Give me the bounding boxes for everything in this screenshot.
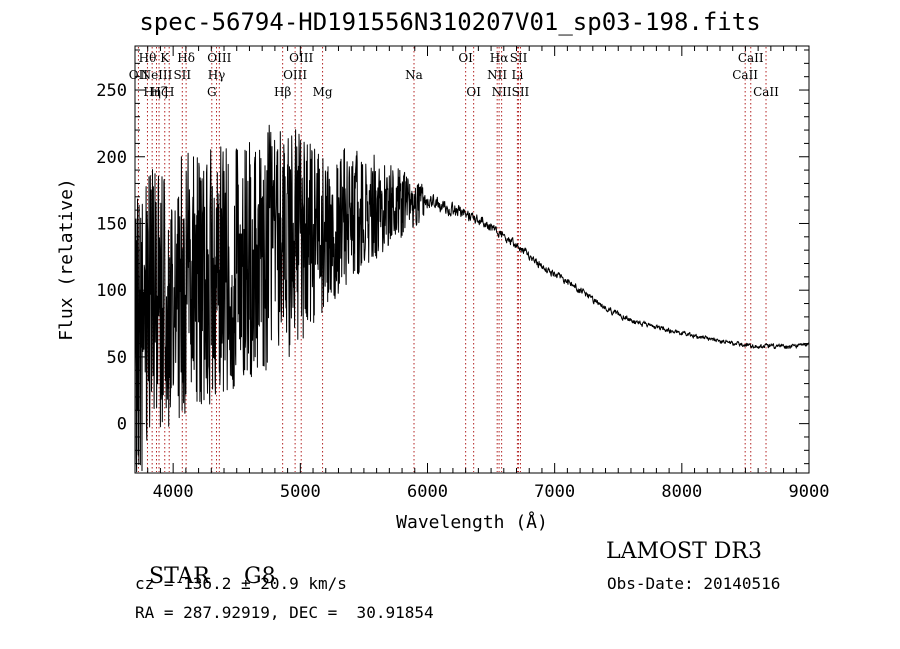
chart-title: spec-56794-HD191556N310207V01_sp03-198.f… bbox=[139, 8, 761, 36]
emission-line-label: CaII bbox=[753, 85, 779, 99]
y-tick-label: 200 bbox=[96, 148, 127, 168]
x-axis-label: Wavelength (Å) bbox=[396, 511, 548, 533]
x-tick-label: 8000 bbox=[661, 482, 702, 502]
emission-line-labels: OII Hθ Hη NeIII Hζ K H SII Hδ G Hγ OIII Hβ OIII OIII Mg… bbox=[129, 51, 779, 99]
emission-line-label: Hδ bbox=[177, 51, 195, 65]
x-tick-label: 4000 bbox=[153, 482, 194, 502]
coordinates-line: RA = 287.92919, DEC = 30.91854 bbox=[135, 603, 434, 622]
object-subclass: G8 bbox=[244, 564, 276, 589]
emission-line-label: SII bbox=[173, 68, 191, 82]
x-tick-label: 6000 bbox=[407, 482, 448, 502]
emission-line-label: OIII bbox=[283, 68, 307, 82]
y-tick-label: 50 bbox=[107, 348, 127, 368]
emission-line-label: NeIII bbox=[141, 68, 173, 82]
redshift-line: cz = 136.2 ± 20.9 km/s bbox=[135, 574, 347, 593]
y-axis: 0 50 100 150 200 250 bbox=[96, 49, 809, 465]
spectrum-line bbox=[134, 124, 810, 473]
emission-line-label: OI bbox=[466, 85, 481, 99]
emission-line-label: SII bbox=[510, 51, 528, 65]
y-tick-label: 100 bbox=[96, 281, 127, 301]
y-tick-label: 250 bbox=[96, 81, 127, 101]
obs-date-line: Obs-Date: 20140516 bbox=[607, 574, 781, 593]
emission-line-label: OIII bbox=[207, 51, 231, 65]
emission-line-label: Hα bbox=[490, 51, 509, 65]
emission-line-label: Na bbox=[405, 68, 423, 82]
y-tick-label: 0 bbox=[117, 415, 127, 435]
x-axis: 4000 5000 6000 7000 8000 9000 bbox=[134, 46, 830, 502]
emission-line-label: OIII bbox=[289, 51, 313, 65]
object-class: STAR bbox=[149, 564, 210, 589]
x-tick-label: 7000 bbox=[534, 482, 575, 502]
emission-line-label: Hθ bbox=[139, 51, 157, 65]
emission-line-label: CaII bbox=[738, 51, 764, 65]
emission-line-label: H bbox=[164, 85, 174, 99]
y-axis-label: Flux (relative) bbox=[56, 178, 77, 341]
emission-line-label: Hγ bbox=[208, 68, 226, 82]
emission-line-markers bbox=[137, 47, 767, 472]
x-tick-label: 5000 bbox=[280, 482, 321, 502]
emission-line-label: Li bbox=[511, 68, 523, 82]
emission-line-label: OII bbox=[129, 68, 149, 82]
y-tick-label: 150 bbox=[96, 214, 127, 234]
emission-line-label: NII bbox=[492, 85, 512, 99]
x-tick-label: 9000 bbox=[789, 482, 830, 502]
survey-name: LAMOST DR3 bbox=[606, 539, 762, 564]
emission-line-label: SII bbox=[512, 85, 530, 99]
emission-line-label: CaII bbox=[732, 68, 758, 82]
emission-line-label: NII bbox=[487, 68, 507, 82]
emission-line-label: Hζ bbox=[151, 85, 168, 99]
emission-line-label: G bbox=[207, 85, 217, 99]
emission-line-label: Hβ bbox=[274, 85, 291, 99]
emission-line-label: Hη bbox=[143, 85, 161, 99]
emission-line-label: Mg bbox=[313, 85, 333, 99]
emission-line-label: OI bbox=[458, 51, 473, 65]
emission-line-label: K bbox=[160, 51, 170, 65]
spectrum-layer bbox=[134, 124, 810, 473]
plot-frame bbox=[134, 45, 810, 474]
